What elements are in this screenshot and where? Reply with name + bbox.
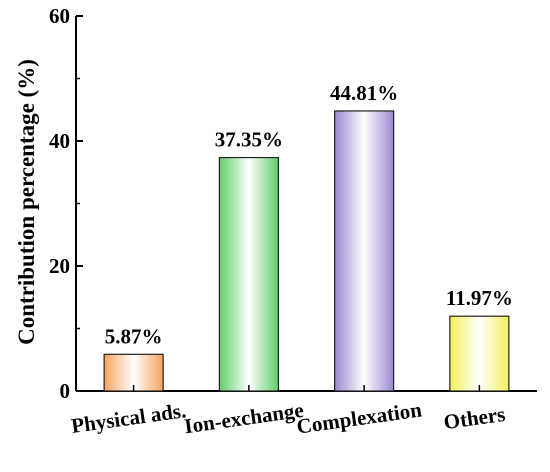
bar [449,315,510,392]
data-label: 44.81% [330,81,398,105]
x-tick-label: Physical ads. [70,398,188,438]
bar [334,110,395,392]
y-axis-label: Contribution percentage (%) [14,59,39,345]
y-tick-label: 40 [49,129,70,153]
data-label: 37.35% [215,128,283,152]
bar [218,156,279,392]
y-tick-label: 60 [49,4,70,28]
y-tick-label: 20 [49,254,70,278]
x-tick-label: Complexation [295,397,423,438]
x-tick-label: Ion-exchange [183,398,305,438]
plot-area: 0 20 40 60 5.87% Physical ads. 37.35% Ion-excha… [49,4,537,439]
bar [103,353,164,392]
data-label: 11.97% [446,286,513,310]
data-label: 5.87% [105,324,163,348]
x-tick-label: Others [442,402,507,434]
y-tick-label: 0 [60,379,71,403]
